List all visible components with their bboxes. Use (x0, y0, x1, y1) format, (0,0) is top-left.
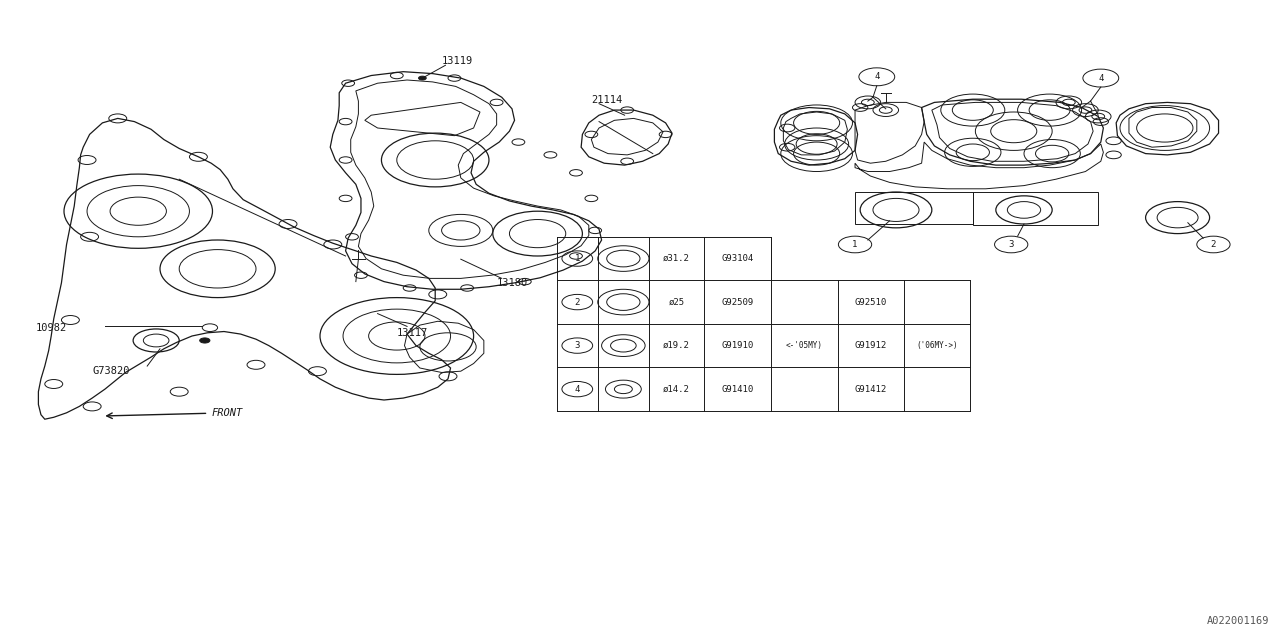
Text: G92509: G92509 (721, 298, 754, 307)
Text: 13119: 13119 (442, 56, 472, 66)
Text: 3: 3 (1009, 240, 1014, 249)
Text: 13117: 13117 (397, 328, 428, 338)
Text: 4: 4 (1098, 74, 1103, 83)
Text: ø19.2: ø19.2 (663, 341, 690, 350)
Text: 21114: 21114 (591, 95, 622, 106)
Text: ø14.2: ø14.2 (663, 385, 690, 394)
Text: 2: 2 (575, 298, 580, 307)
Circle shape (200, 338, 210, 343)
Text: 13180: 13180 (497, 278, 527, 288)
Circle shape (419, 76, 426, 80)
Text: FRONT: FRONT (106, 408, 242, 419)
Text: A022001169: A022001169 (1207, 616, 1270, 626)
Text: 4: 4 (874, 72, 879, 81)
Text: G92510: G92510 (855, 298, 887, 307)
Text: ('06MY->): ('06MY->) (916, 341, 957, 350)
Text: 4: 4 (575, 385, 580, 394)
Text: G91912: G91912 (855, 341, 887, 350)
Text: G91410: G91410 (721, 385, 754, 394)
Text: G91412: G91412 (855, 385, 887, 394)
Text: 10982: 10982 (36, 323, 67, 333)
Text: ø25: ø25 (668, 298, 685, 307)
Text: G91910: G91910 (721, 341, 754, 350)
Text: 1: 1 (575, 254, 580, 263)
Text: G73820: G73820 (92, 366, 129, 376)
Text: ø31.2: ø31.2 (663, 254, 690, 263)
Text: G93104: G93104 (721, 254, 754, 263)
Text: <-'05MY): <-'05MY) (786, 341, 823, 350)
Text: 1: 1 (852, 240, 858, 249)
Text: 2: 2 (1211, 240, 1216, 249)
Text: 3: 3 (575, 341, 580, 350)
